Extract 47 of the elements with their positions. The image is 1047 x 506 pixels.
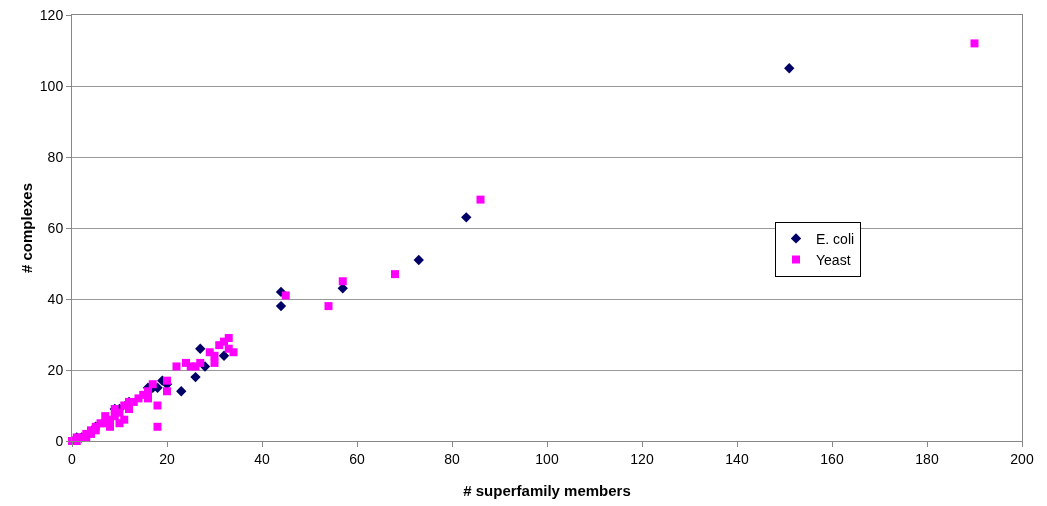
x-tick-label: 180 bbox=[915, 450, 939, 467]
point bbox=[784, 63, 795, 74]
y-tick-label: 60 bbox=[47, 219, 64, 236]
point bbox=[413, 254, 424, 266]
x-tick-label: 100 bbox=[535, 450, 559, 467]
legend-label: Yeast bbox=[816, 252, 851, 269]
y-axis-title: # complexes bbox=[18, 182, 35, 274]
x-tick-label: 60 bbox=[349, 450, 365, 467]
x-tick-label: 20 bbox=[159, 450, 175, 467]
x-axis-title: # superfamily members bbox=[463, 482, 631, 499]
point bbox=[153, 401, 162, 410]
point bbox=[115, 419, 124, 428]
legend-label: E. coli bbox=[816, 230, 855, 247]
point bbox=[182, 358, 190, 367]
point bbox=[391, 270, 399, 279]
y-tick-label: 100 bbox=[39, 77, 64, 94]
point bbox=[190, 371, 201, 383]
x-tick-label: 0 bbox=[68, 450, 77, 467]
point bbox=[224, 344, 233, 353]
point bbox=[324, 302, 333, 311]
point bbox=[461, 212, 472, 223]
point bbox=[195, 343, 206, 354]
point bbox=[172, 362, 181, 371]
y-tick-label: 0 bbox=[55, 432, 64, 449]
y-tick-label: 40 bbox=[47, 290, 64, 307]
point bbox=[210, 351, 219, 360]
x-tick-label: 40 bbox=[254, 450, 270, 467]
point bbox=[163, 387, 171, 396]
x-tick-label: 80 bbox=[444, 450, 460, 467]
y-tick-label: 120 bbox=[39, 6, 64, 23]
x-tick-label: 140 bbox=[725, 450, 749, 467]
point bbox=[275, 300, 287, 312]
point bbox=[476, 195, 485, 204]
point bbox=[176, 386, 187, 397]
point bbox=[148, 380, 157, 389]
point bbox=[153, 422, 162, 431]
point bbox=[970, 39, 979, 48]
point bbox=[215, 341, 224, 350]
x-tick-label: 160 bbox=[820, 450, 844, 467]
y-tick-label: 20 bbox=[47, 361, 64, 378]
x-tick-label: 120 bbox=[630, 450, 654, 467]
x-tick-label: 200 bbox=[1010, 450, 1034, 467]
point bbox=[281, 291, 290, 300]
point bbox=[163, 376, 171, 385]
point bbox=[338, 277, 347, 286]
point bbox=[218, 350, 230, 361]
y-tick-label: 80 bbox=[47, 148, 64, 165]
